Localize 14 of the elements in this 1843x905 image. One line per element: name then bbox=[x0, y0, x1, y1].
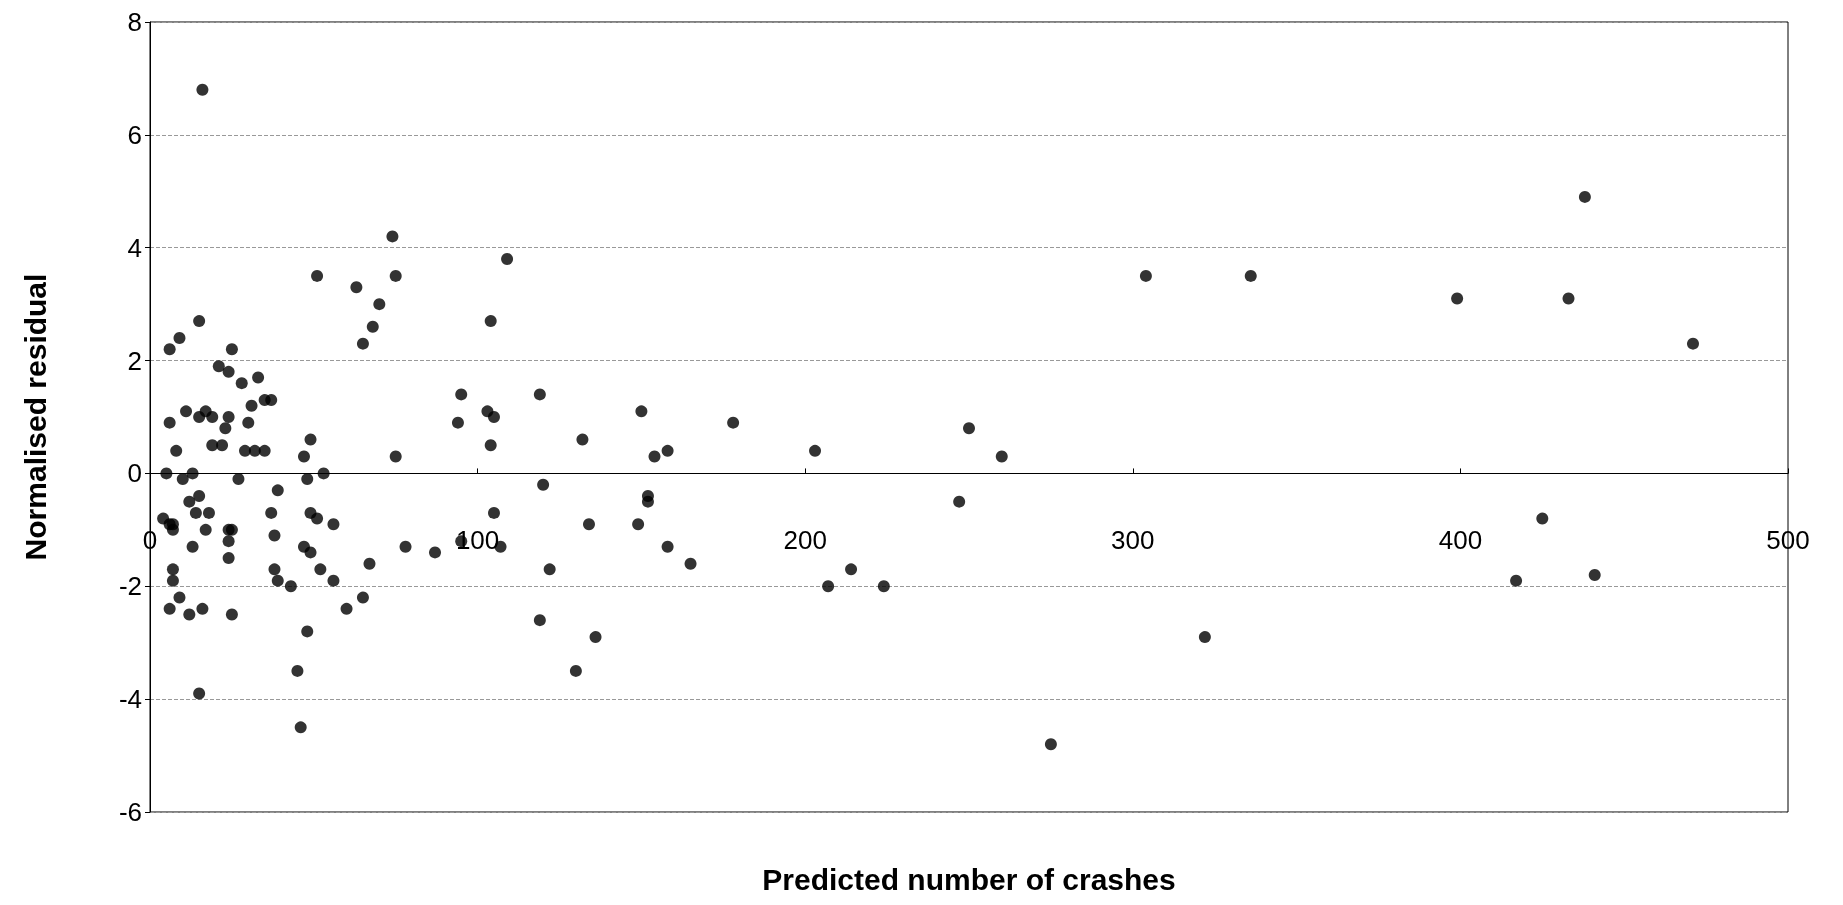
x-tick-label: 200 bbox=[783, 525, 827, 555]
y-tick-label: -2 bbox=[118, 571, 142, 602]
y-tick-label: 8 bbox=[127, 7, 142, 37]
y-tick-label: 2 bbox=[127, 345, 142, 376]
y-tick-label: 0 bbox=[127, 458, 142, 489]
x-axis-title: Predicted number of crashes bbox=[762, 862, 1176, 896]
x-tick-label: 500 bbox=[1766, 525, 1810, 555]
y-tick-label: 6 bbox=[127, 119, 142, 150]
x-tick-label: 400 bbox=[1438, 525, 1483, 555]
y-tick-label: -4 bbox=[118, 684, 142, 715]
y-tick-label: 4 bbox=[127, 232, 142, 263]
y-tick-label: -6 bbox=[118, 797, 142, 827]
x-tick-label: 300 bbox=[1111, 525, 1155, 555]
y-axis-title: Normalised residual bbox=[18, 273, 52, 561]
